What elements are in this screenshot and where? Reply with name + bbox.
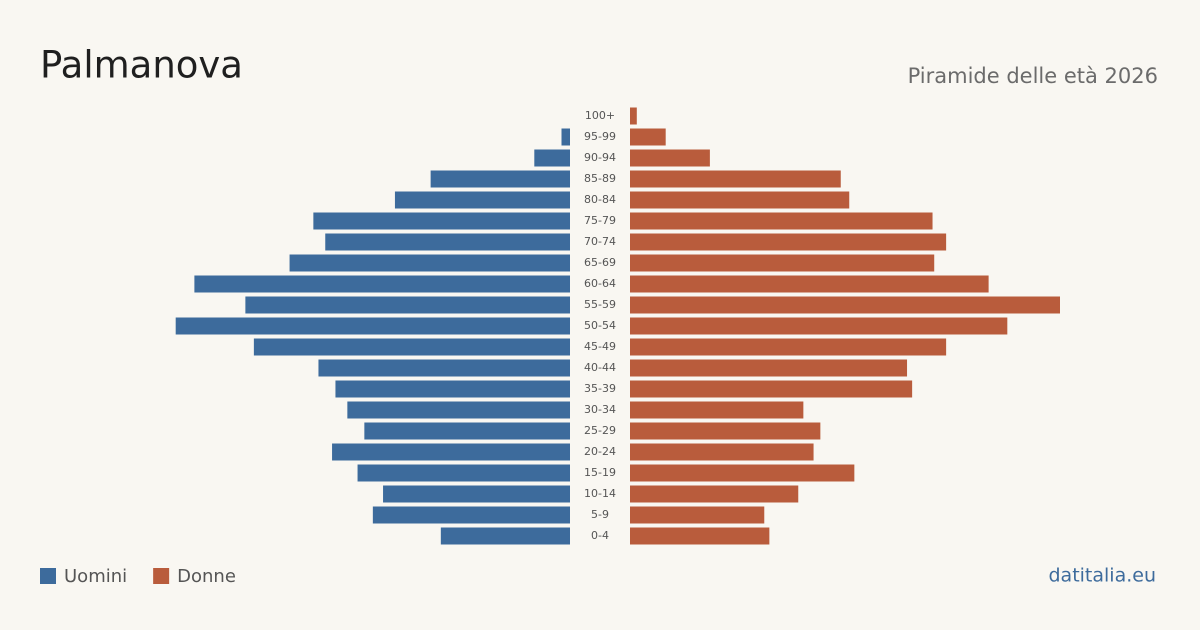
bar-men bbox=[194, 275, 571, 293]
age-label: 75-79 bbox=[584, 214, 616, 227]
age-label: 95-99 bbox=[584, 130, 616, 143]
chart-title: Palmanova bbox=[40, 44, 243, 87]
bar-men bbox=[561, 128, 570, 146]
bar-women bbox=[630, 485, 799, 503]
bar-women bbox=[630, 338, 947, 356]
legend-swatch bbox=[153, 568, 170, 584]
legend-swatch bbox=[40, 568, 56, 584]
age-label: 70-74 bbox=[584, 235, 616, 248]
age-label: 90-94 bbox=[584, 151, 616, 164]
bar-women bbox=[630, 296, 1060, 314]
bar-women bbox=[630, 170, 841, 188]
bar-men bbox=[534, 149, 570, 167]
age-label: 60-64 bbox=[584, 277, 616, 290]
bar-women bbox=[630, 443, 814, 461]
chart-subtitle: Piramide delle età 2026 bbox=[908, 64, 1158, 88]
age-label: 10-14 bbox=[584, 487, 616, 500]
bar-women bbox=[630, 464, 855, 482]
bar-women bbox=[630, 527, 770, 545]
bar-men bbox=[175, 317, 570, 335]
bar-women bbox=[630, 506, 765, 524]
bar-men bbox=[313, 212, 570, 230]
bar-men bbox=[289, 254, 570, 272]
age-label: 45-49 bbox=[584, 340, 616, 353]
age-label: 15-19 bbox=[584, 466, 616, 479]
bar-men bbox=[318, 359, 570, 377]
age-label: 85-89 bbox=[584, 172, 616, 185]
bar-women bbox=[630, 128, 666, 146]
bar-men bbox=[357, 464, 570, 482]
bar-women bbox=[630, 317, 1008, 335]
age-label: 35-39 bbox=[584, 382, 616, 395]
age-label: 0-4 bbox=[591, 529, 609, 542]
bar-women bbox=[630, 107, 637, 125]
age-label: 20-24 bbox=[584, 445, 616, 458]
age-label: 55-59 bbox=[584, 298, 616, 311]
bar-men bbox=[394, 191, 570, 209]
bar-men bbox=[372, 506, 570, 524]
bar-men bbox=[332, 443, 570, 461]
bar-men bbox=[347, 401, 570, 419]
age-label: 5-9 bbox=[591, 508, 609, 521]
source-link[interactable]: datitalia.eu bbox=[1049, 565, 1157, 587]
bar-women bbox=[630, 233, 947, 251]
age-label: 65-69 bbox=[584, 256, 616, 269]
bar-women bbox=[630, 359, 908, 377]
bar-men bbox=[383, 485, 570, 503]
bar-women bbox=[630, 380, 913, 398]
bar-women bbox=[630, 401, 804, 419]
age-label: 30-34 bbox=[584, 403, 616, 416]
bar-men bbox=[253, 338, 570, 356]
bar-women bbox=[630, 212, 933, 230]
bar-women bbox=[630, 149, 710, 167]
legend-label: Donne bbox=[177, 566, 236, 587]
bar-women bbox=[630, 275, 989, 293]
bar-women bbox=[630, 254, 935, 272]
bar-men bbox=[364, 422, 570, 440]
age-label: 25-29 bbox=[584, 424, 616, 437]
age-label: 100+ bbox=[585, 109, 615, 122]
age-label: 50-54 bbox=[584, 319, 616, 332]
age-label: 40-44 bbox=[584, 361, 616, 374]
bar-women bbox=[630, 191, 850, 209]
bar-men bbox=[245, 296, 570, 314]
bar-men bbox=[430, 170, 570, 188]
bar-women bbox=[630, 422, 821, 440]
bar-men bbox=[335, 380, 570, 398]
age-label: 80-84 bbox=[584, 193, 616, 206]
bar-men bbox=[440, 527, 570, 545]
bar-men bbox=[325, 233, 570, 251]
legend-label: Uomini bbox=[64, 566, 127, 587]
